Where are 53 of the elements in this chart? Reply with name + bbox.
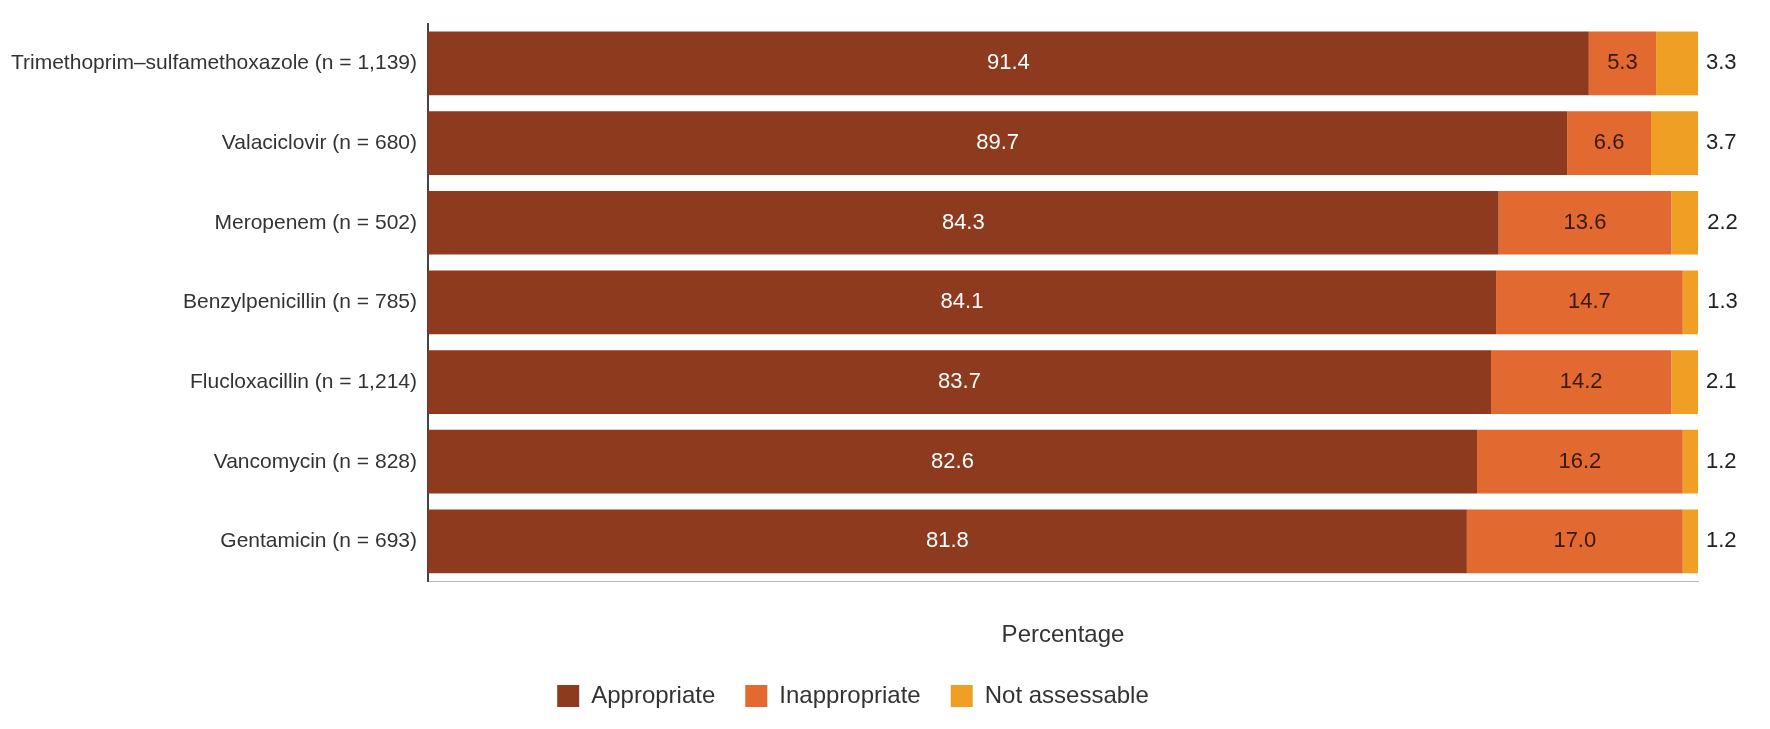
bar: [1567, 111, 1652, 175]
bar: [427, 111, 1568, 175]
bar: [1682, 429, 1698, 494]
bar: [1651, 111, 1698, 175]
bar: [427, 509, 1467, 574]
bar: [1671, 350, 1698, 414]
bar: [1490, 350, 1672, 414]
data-label: 84.1: [940, 288, 984, 314]
data-label: 1.3: [1707, 288, 1738, 314]
bar: [1496, 270, 1683, 335]
y-tick-label: Gentamicin (n = 693): [220, 528, 417, 552]
data-label: 1.2: [1706, 447, 1737, 473]
y-tick-label: Vancomycin (n = 828): [213, 448, 417, 472]
data-label: 6.6: [1593, 129, 1625, 155]
data-label: 2.1: [1706, 368, 1737, 394]
y-tick-label: Trimethoprim–sulfamethoxazole (n = 1,139): [10, 50, 417, 74]
data-label: 16.2: [1558, 447, 1602, 473]
bar: [1477, 429, 1683, 494]
bar: [1682, 270, 1698, 335]
data-label: 84.3: [941, 208, 985, 234]
y-tick-label: Valaciclovir (n = 680): [221, 129, 417, 153]
bar: [427, 429, 1478, 494]
bar: [1588, 31, 1657, 96]
data-label: 13.6: [1563, 208, 1607, 234]
bar: [427, 270, 1497, 335]
data-label: 3.7: [1706, 129, 1737, 155]
data-label: 83.7: [938, 368, 981, 394]
bar: [1682, 509, 1698, 574]
bar: [427, 190, 1499, 255]
data-label: 14.2: [1559, 368, 1603, 394]
bar: [1671, 190, 1698, 255]
legend-label: Inappropriate: [779, 680, 921, 708]
bar: [1498, 190, 1672, 255]
y-tick-label: Benzylpenicillin (n = 785): [182, 289, 417, 313]
data-label: 82.6: [931, 447, 974, 473]
data-label: 17.0: [1553, 527, 1597, 553]
data-label: 3.3: [1706, 49, 1737, 75]
y-tick-label: Flucloxacillin (n = 1,214): [189, 368, 417, 392]
bar: [427, 350, 1491, 414]
legend-label: Appropriate: [591, 680, 716, 708]
data-label: 2.2: [1707, 208, 1738, 234]
bar: [1656, 31, 1698, 96]
data-label: 1.2: [1706, 527, 1737, 553]
data-label: 91.4: [986, 49, 1030, 75]
data-label: 81.8: [926, 527, 969, 553]
data-label: 5.3: [1607, 49, 1638, 75]
data-label: 14.7: [1568, 288, 1611, 314]
bar: [1466, 509, 1683, 574]
x-axis-title: Percentage: [1001, 620, 1125, 648]
y-tick-label: Meropenem (n = 502): [214, 209, 417, 233]
bar: [427, 31, 1589, 96]
data-label: 89.7: [976, 129, 1020, 155]
legend-label: Not assessable: [984, 680, 1149, 708]
